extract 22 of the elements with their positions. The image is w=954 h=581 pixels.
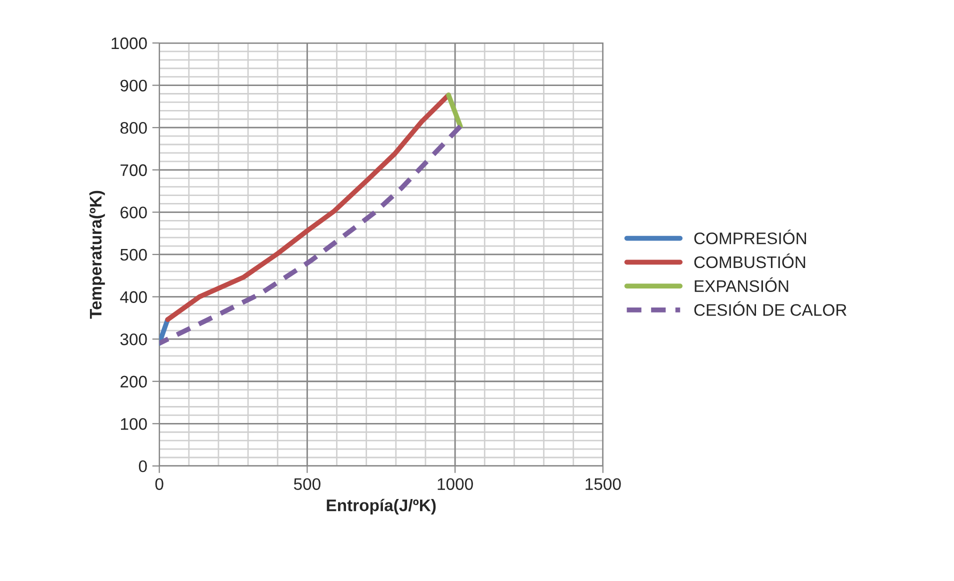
y-tick-label: 500 [120, 248, 147, 261]
y-tick-label: 400 [120, 291, 147, 303]
legend-label: CESIÓN DE CALOR [694, 301, 846, 316]
y-tick-label: 900 [120, 80, 147, 92]
line-series [159, 124, 463, 346]
y-tick-label: 700 [120, 164, 147, 176]
y-tick-label: 200 [120, 376, 147, 388]
y-tick-label: 1000 [112, 37, 147, 50]
legend-label: EXPANSIÓN [694, 277, 788, 292]
y-axis-title: Temperatura(ºK) [89, 190, 105, 319]
y-tick-label: 0 [138, 460, 147, 472]
legend-label: COMBUSTIÓN [694, 254, 806, 268]
y-tick-label: 300 [120, 333, 147, 346]
y-tick-label: 600 [120, 206, 147, 218]
x-tick-label: 500 [294, 478, 320, 490]
y-tick-label: 100 [120, 418, 147, 430]
x-axis-title: Entropía(J/ºK) [326, 498, 436, 515]
legend-label: COMPRESIÓN [694, 230, 806, 244]
x-tick-label: 1000 [438, 478, 473, 490]
x-tick-label: 1500 [586, 478, 621, 490]
x-tick-label: 0 [155, 478, 164, 490]
y-tick-label: 800 [120, 122, 147, 134]
